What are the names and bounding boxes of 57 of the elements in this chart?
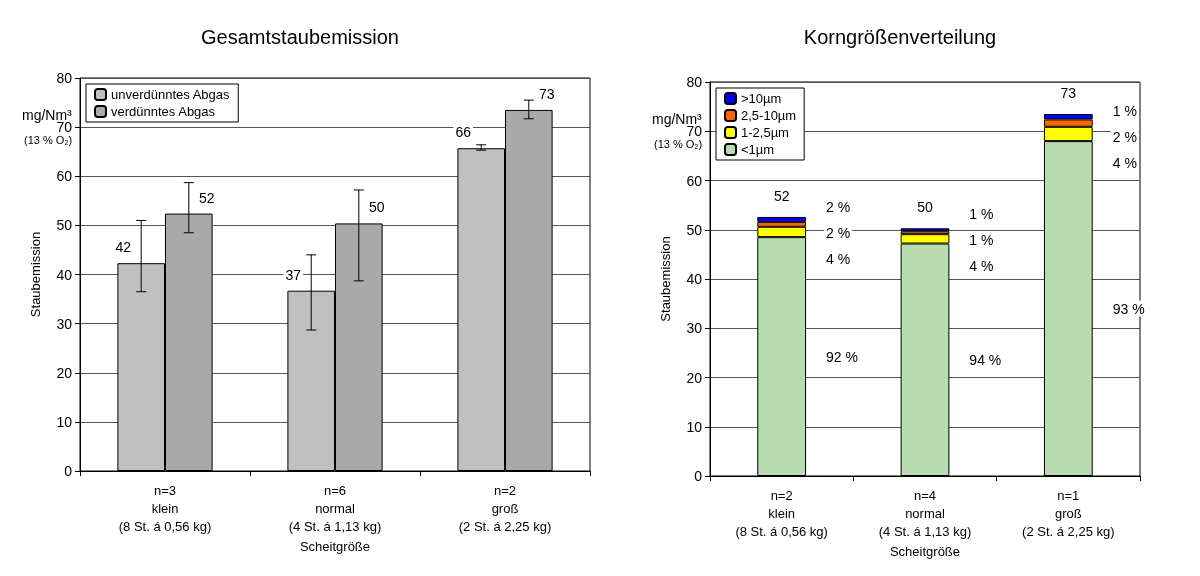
legend-label: 2,5-10µm [741, 108, 797, 123]
annotation: 93 % [1112, 300, 1145, 317]
data-label: 42 [115, 239, 132, 256]
y-axis-title: Staubemission [658, 236, 673, 322]
x-tick-label: n=3 klein (8 St. á 0,56 kg) [118, 482, 212, 534]
y-tick-label: 80 [56, 70, 73, 86]
annotation: 94 % [969, 351, 1002, 368]
total-label: 73 [1060, 85, 1077, 102]
legend-label: verdünntes Abgas [111, 104, 216, 119]
y-tick-label: 30 [686, 320, 703, 337]
annotation: 4 % [1112, 155, 1137, 172]
y-tick-label: 20 [686, 369, 703, 386]
x-axis-title: Scheitgröße [889, 543, 961, 559]
total-label: 50 [917, 199, 933, 216]
data-label: 66 [455, 124, 472, 141]
y-tick-label: 60 [686, 172, 703, 189]
x-axis-title: Scheitgröße [299, 538, 371, 554]
y-tick-label: 10 [56, 413, 73, 430]
annotation: 4 % [826, 251, 851, 268]
annotation: 2 % [826, 225, 851, 242]
y-tick-label: 10 [686, 418, 703, 435]
annotation: 1 % [969, 231, 994, 248]
y-tick-label: 60 [56, 168, 73, 185]
x-tick-label: n=6 normal (4 St. á 1,13 kg) [288, 482, 382, 534]
y-tick-label: 80 [686, 74, 703, 90]
text: (13 % O₂) [24, 133, 73, 146]
x-tick-label: n=2 groß (2 St. á 2,25 kg) [458, 482, 552, 534]
total-label: 52 [773, 187, 790, 204]
legend-label: <1µm [741, 142, 775, 157]
y-tick-label: 0 [64, 463, 73, 479]
chart-title: Gesamtstaubemission [201, 26, 399, 48]
legend-label: >10µm [741, 91, 782, 106]
data-label: 73 [539, 85, 555, 102]
annotation: 1 % [969, 205, 994, 222]
annotation: 1 % [1112, 103, 1137, 120]
y-tick-label: 50 [56, 217, 73, 234]
y-tick-label: 40 [56, 266, 73, 283]
y-tick-label: 0 [694, 468, 703, 484]
annotation: 92 % [826, 348, 858, 365]
text: (13 % O₂) [654, 137, 703, 150]
y-tick-label: 50 [686, 221, 703, 238]
y-tick-label: 40 [686, 271, 703, 287]
x-tick-label: n=2 klein (8 St. á 0,56 kg) [735, 487, 828, 539]
legend-label: 1-2,5µm [741, 125, 789, 140]
x-tick-label: n=1 groß (2 St. á 2,25 kg) [1022, 487, 1115, 539]
x-tick-label: n=4 normal (4 St. á 1,13 kg) [878, 487, 972, 539]
data-label: 37 [285, 266, 302, 283]
annotation: 4 % [969, 257, 994, 274]
y-tick-label: 30 [56, 315, 73, 332]
annotation: 2 % [826, 199, 851, 216]
chart-title: Korngrößenverteilung [803, 26, 997, 48]
data-label: 50 [369, 199, 385, 216]
data-label: 52 [199, 189, 215, 206]
legend-label: unverdünntes Abgas [111, 87, 231, 102]
annotation: 2 % [1112, 129, 1137, 146]
y-tick-label: 20 [56, 364, 73, 381]
y-axis-title: Staubemission [28, 231, 43, 318]
